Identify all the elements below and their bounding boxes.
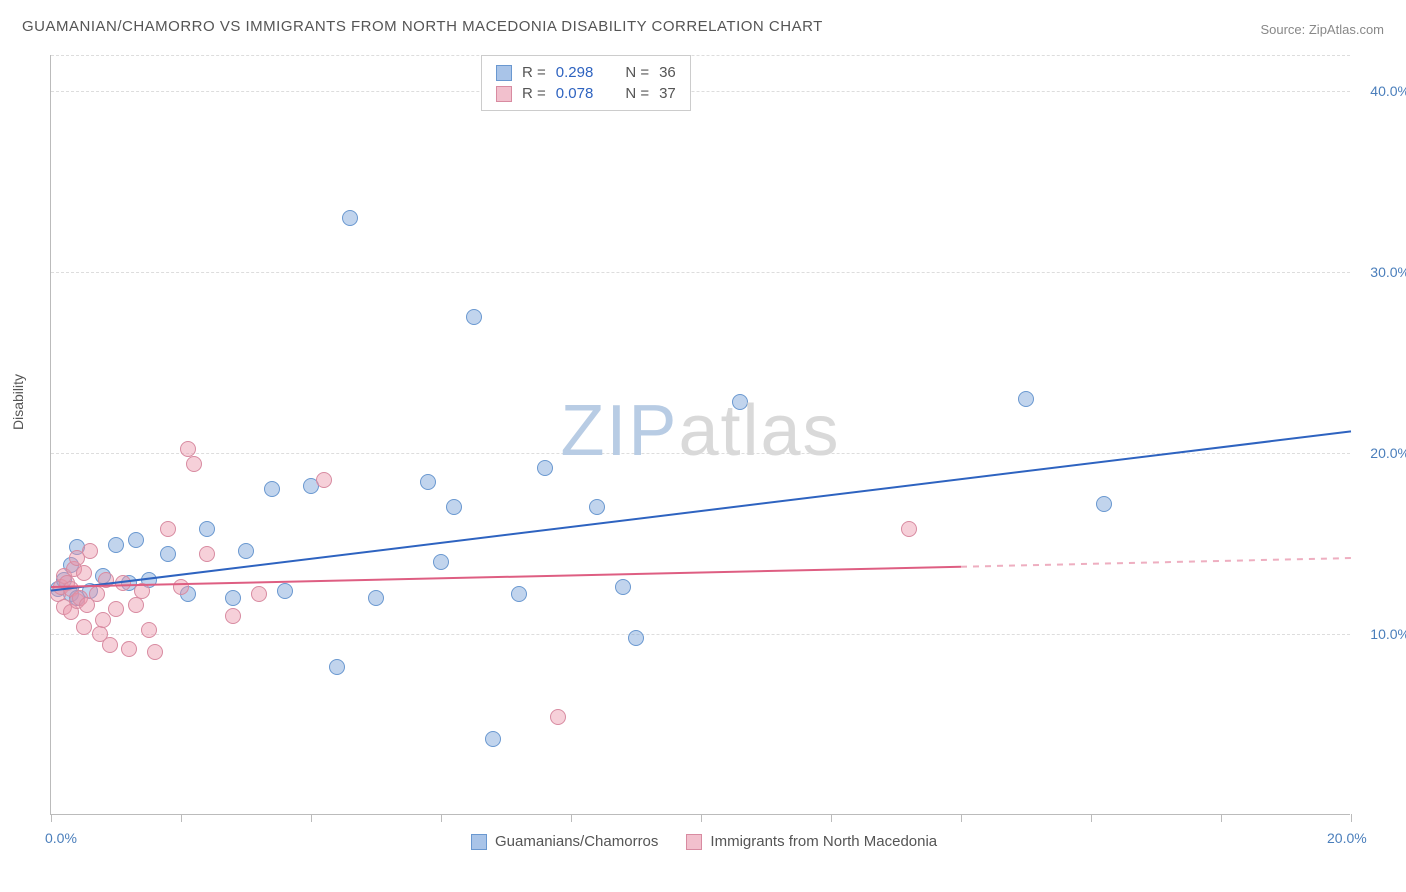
data-point (128, 532, 144, 548)
data-point (160, 521, 176, 537)
data-point (82, 543, 98, 559)
n-label-1: N = (625, 64, 649, 81)
swatch-bottom-1 (471, 834, 487, 850)
data-point (173, 579, 189, 595)
correlation-legend: R = 0.298 N = 36 R = 0.078 N = 37 (481, 55, 691, 111)
y-tick-label: 20.0% (1358, 445, 1406, 461)
data-point (511, 586, 527, 602)
data-point (466, 309, 482, 325)
x-tick-label: 0.0% (45, 830, 77, 846)
legend-item-series-1: Guamanians/Chamorros (471, 833, 658, 850)
data-point (128, 597, 144, 613)
data-point (225, 590, 241, 606)
data-point (732, 394, 748, 410)
data-point (134, 583, 150, 599)
watermark: ZIPatlas (560, 389, 840, 471)
legend-row-series-2: R = 0.078 N = 37 (496, 83, 676, 104)
scatter-plot: ZIPatlas 10.0%20.0%30.0%40.0% 0.0%20.0% … (50, 55, 1350, 815)
data-point (329, 659, 345, 675)
data-point (76, 619, 92, 635)
swatch-series-2 (496, 86, 512, 102)
series-legend: Guamanians/Chamorros Immigrants from Nor… (471, 833, 937, 850)
y-axis-label: Disability (10, 374, 26, 430)
data-point (342, 210, 358, 226)
series-2-label: Immigrants from North Macedonia (710, 833, 937, 850)
swatch-series-1 (496, 65, 512, 81)
data-point (160, 546, 176, 562)
data-point (121, 641, 137, 657)
data-point (1018, 391, 1034, 407)
x-tick-label: 20.0% (1327, 830, 1367, 846)
n-label-2: N = (625, 85, 649, 102)
data-point (485, 731, 501, 747)
data-point (901, 521, 917, 537)
data-point (115, 575, 131, 591)
data-point (251, 586, 267, 602)
r-value-1: 0.298 (556, 64, 594, 81)
data-point (277, 583, 293, 599)
data-point (433, 554, 449, 570)
data-point (368, 590, 384, 606)
source-label: Source: ZipAtlas.com (1260, 22, 1384, 37)
data-point (589, 499, 605, 515)
data-point (95, 612, 111, 628)
series-1-label: Guamanians/Chamorros (495, 833, 658, 850)
data-point (199, 546, 215, 562)
data-point (420, 474, 436, 490)
data-point (76, 565, 92, 581)
y-tick-label: 30.0% (1358, 264, 1406, 280)
swatch-bottom-2 (686, 834, 702, 850)
watermark-atlas: atlas (678, 390, 840, 470)
data-point (264, 481, 280, 497)
data-point (89, 586, 105, 602)
data-point (316, 472, 332, 488)
data-point (537, 460, 553, 476)
n-value-2: 37 (659, 85, 676, 102)
data-point (108, 601, 124, 617)
y-tick-label: 40.0% (1358, 83, 1406, 99)
data-point (102, 637, 118, 653)
data-point (238, 543, 254, 559)
chart-title: GUAMANIAN/CHAMORRO VS IMMIGRANTS FROM NO… (22, 18, 823, 35)
data-point (225, 608, 241, 624)
data-point (186, 456, 202, 472)
n-value-1: 36 (659, 64, 676, 81)
watermark-zip: ZIP (560, 390, 678, 470)
data-point (615, 579, 631, 595)
data-point (147, 644, 163, 660)
r-value-2: 0.078 (556, 85, 594, 102)
r-label-1: R = (522, 64, 546, 81)
data-point (1096, 496, 1112, 512)
data-point (108, 537, 124, 553)
trend-lines (51, 55, 1350, 814)
data-point (446, 499, 462, 515)
data-point (199, 521, 215, 537)
data-point (550, 709, 566, 725)
data-point (628, 630, 644, 646)
legend-row-series-1: R = 0.298 N = 36 (496, 62, 676, 83)
legend-item-series-2: Immigrants from North Macedonia (686, 833, 937, 850)
r-label-2: R = (522, 85, 546, 102)
y-tick-label: 10.0% (1358, 626, 1406, 642)
data-point (141, 622, 157, 638)
data-point (98, 572, 114, 588)
